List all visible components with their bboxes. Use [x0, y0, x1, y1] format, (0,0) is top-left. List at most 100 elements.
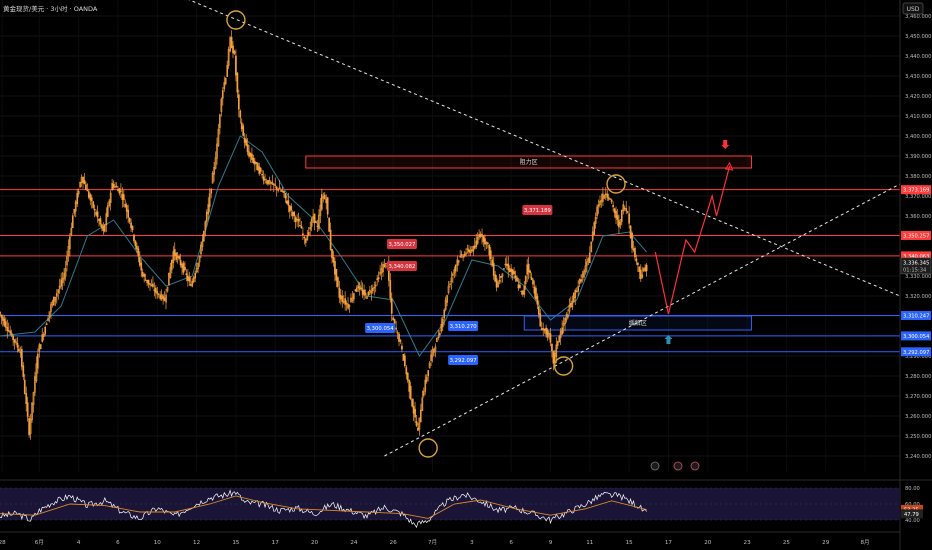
candle-body [29, 419, 32, 434]
candle-body [214, 157, 217, 169]
candle-body [625, 208, 628, 212]
candle-body [465, 252, 467, 255]
candle-body [67, 246, 70, 257]
candle-body [25, 393, 28, 404]
candle-body [326, 197, 329, 215]
sup_mid-axis-tag [901, 331, 931, 341]
candle-body [489, 250, 492, 260]
candle-body [287, 200, 290, 206]
candle-body [141, 271, 144, 277]
event-flag-icon[interactable] [650, 461, 660, 471]
candle-body [101, 224, 103, 229]
candle-body [208, 193, 211, 207]
time-axis[interactable]: 28 6月 4 6 10 12 15 17 20 24 26 7月 3 6 9 11 15 17 20 23 25 29 8… [0, 539, 870, 546]
candle-body [143, 274, 146, 277]
candle-body [449, 283, 451, 285]
ma-line [0, 135, 647, 357]
candle-body [516, 277, 518, 282]
candle-body [369, 289, 371, 292]
candle-body [421, 397, 424, 412]
candle-body [229, 37, 231, 52]
candle-body [519, 284, 521, 288]
candle-body [379, 272, 381, 275]
candle-body [347, 304, 349, 309]
candle-body [77, 191, 80, 195]
candle-body [444, 299, 447, 310]
candle-body [637, 262, 639, 265]
candle-body [628, 213, 630, 224]
candle-body [619, 221, 622, 225]
candle-body [16, 343, 19, 348]
time-tick-label: 4 [77, 540, 81, 546]
candle-body [323, 194, 326, 200]
candle-body [243, 137, 246, 143]
candle-body [418, 417, 421, 430]
candle-body [121, 193, 124, 200]
candle-body [491, 259, 494, 267]
candle-body [590, 241, 593, 253]
candle-body [118, 188, 121, 194]
candle-body [558, 336, 561, 343]
candle-body [350, 297, 352, 303]
candle-body [632, 248, 635, 251]
candle-body [540, 328, 543, 331]
candle-body [47, 318, 49, 321]
candle-body [53, 296, 55, 306]
candle-body [44, 327, 46, 335]
candle-body [613, 208, 616, 214]
price-tick-label: 3,250.000 [905, 434, 931, 440]
event-flags[interactable] [650, 461, 700, 471]
candle-body [484, 238, 486, 245]
candle-body [431, 349, 434, 358]
candle-body [37, 353, 39, 369]
candle-body [377, 277, 380, 280]
candle-body [9, 330, 12, 334]
us-flag-icon[interactable] [673, 461, 683, 471]
candle-body [596, 206, 598, 216]
candle-body [548, 333, 550, 335]
candle-body [262, 176, 265, 181]
candle-body [600, 200, 603, 203]
candle-body [500, 275, 502, 278]
candle-body [339, 294, 342, 300]
candle-body [64, 268, 67, 277]
currency-button[interactable] [902, 2, 924, 15]
candle-body [517, 284, 520, 289]
candle-body [454, 265, 457, 272]
candle-body [173, 249, 176, 256]
res_low-axis-tag [901, 251, 931, 261]
candle-body [475, 240, 478, 248]
us-flag-icon[interactable] [690, 461, 700, 471]
candle-body [153, 289, 156, 292]
time-tick-label: 25 [783, 540, 791, 546]
candle-body [532, 279, 534, 285]
candle-body [283, 190, 285, 193]
time-tick-label: 12 [193, 540, 200, 546]
candle-body [508, 268, 511, 273]
price-tick-label: 3,430.000 [905, 74, 931, 80]
price-tick-label: 3,360.000 [905, 214, 931, 220]
moving-average [0, 135, 647, 357]
candle-body [20, 349, 23, 367]
price-tick-label: 3,280.000 [905, 374, 931, 380]
candle-body [213, 167, 215, 175]
candle-body [176, 256, 179, 258]
candle-body [551, 343, 553, 351]
res_mid-axis-tag [901, 230, 931, 240]
candle-body [358, 286, 361, 290]
candle-body [278, 187, 281, 190]
candle-body [211, 172, 214, 184]
candle-body [134, 240, 137, 247]
candle-body [221, 90, 224, 99]
candle-body [188, 277, 191, 282]
candle-body [469, 250, 472, 254]
candle-body [609, 198, 612, 200]
candle-body [428, 362, 431, 369]
candle-body [549, 333, 552, 343]
candle-body [441, 319, 444, 328]
candle-body [38, 344, 41, 352]
candle-body [111, 183, 113, 191]
candle-body [249, 152, 252, 157]
candle-body [156, 291, 159, 295]
